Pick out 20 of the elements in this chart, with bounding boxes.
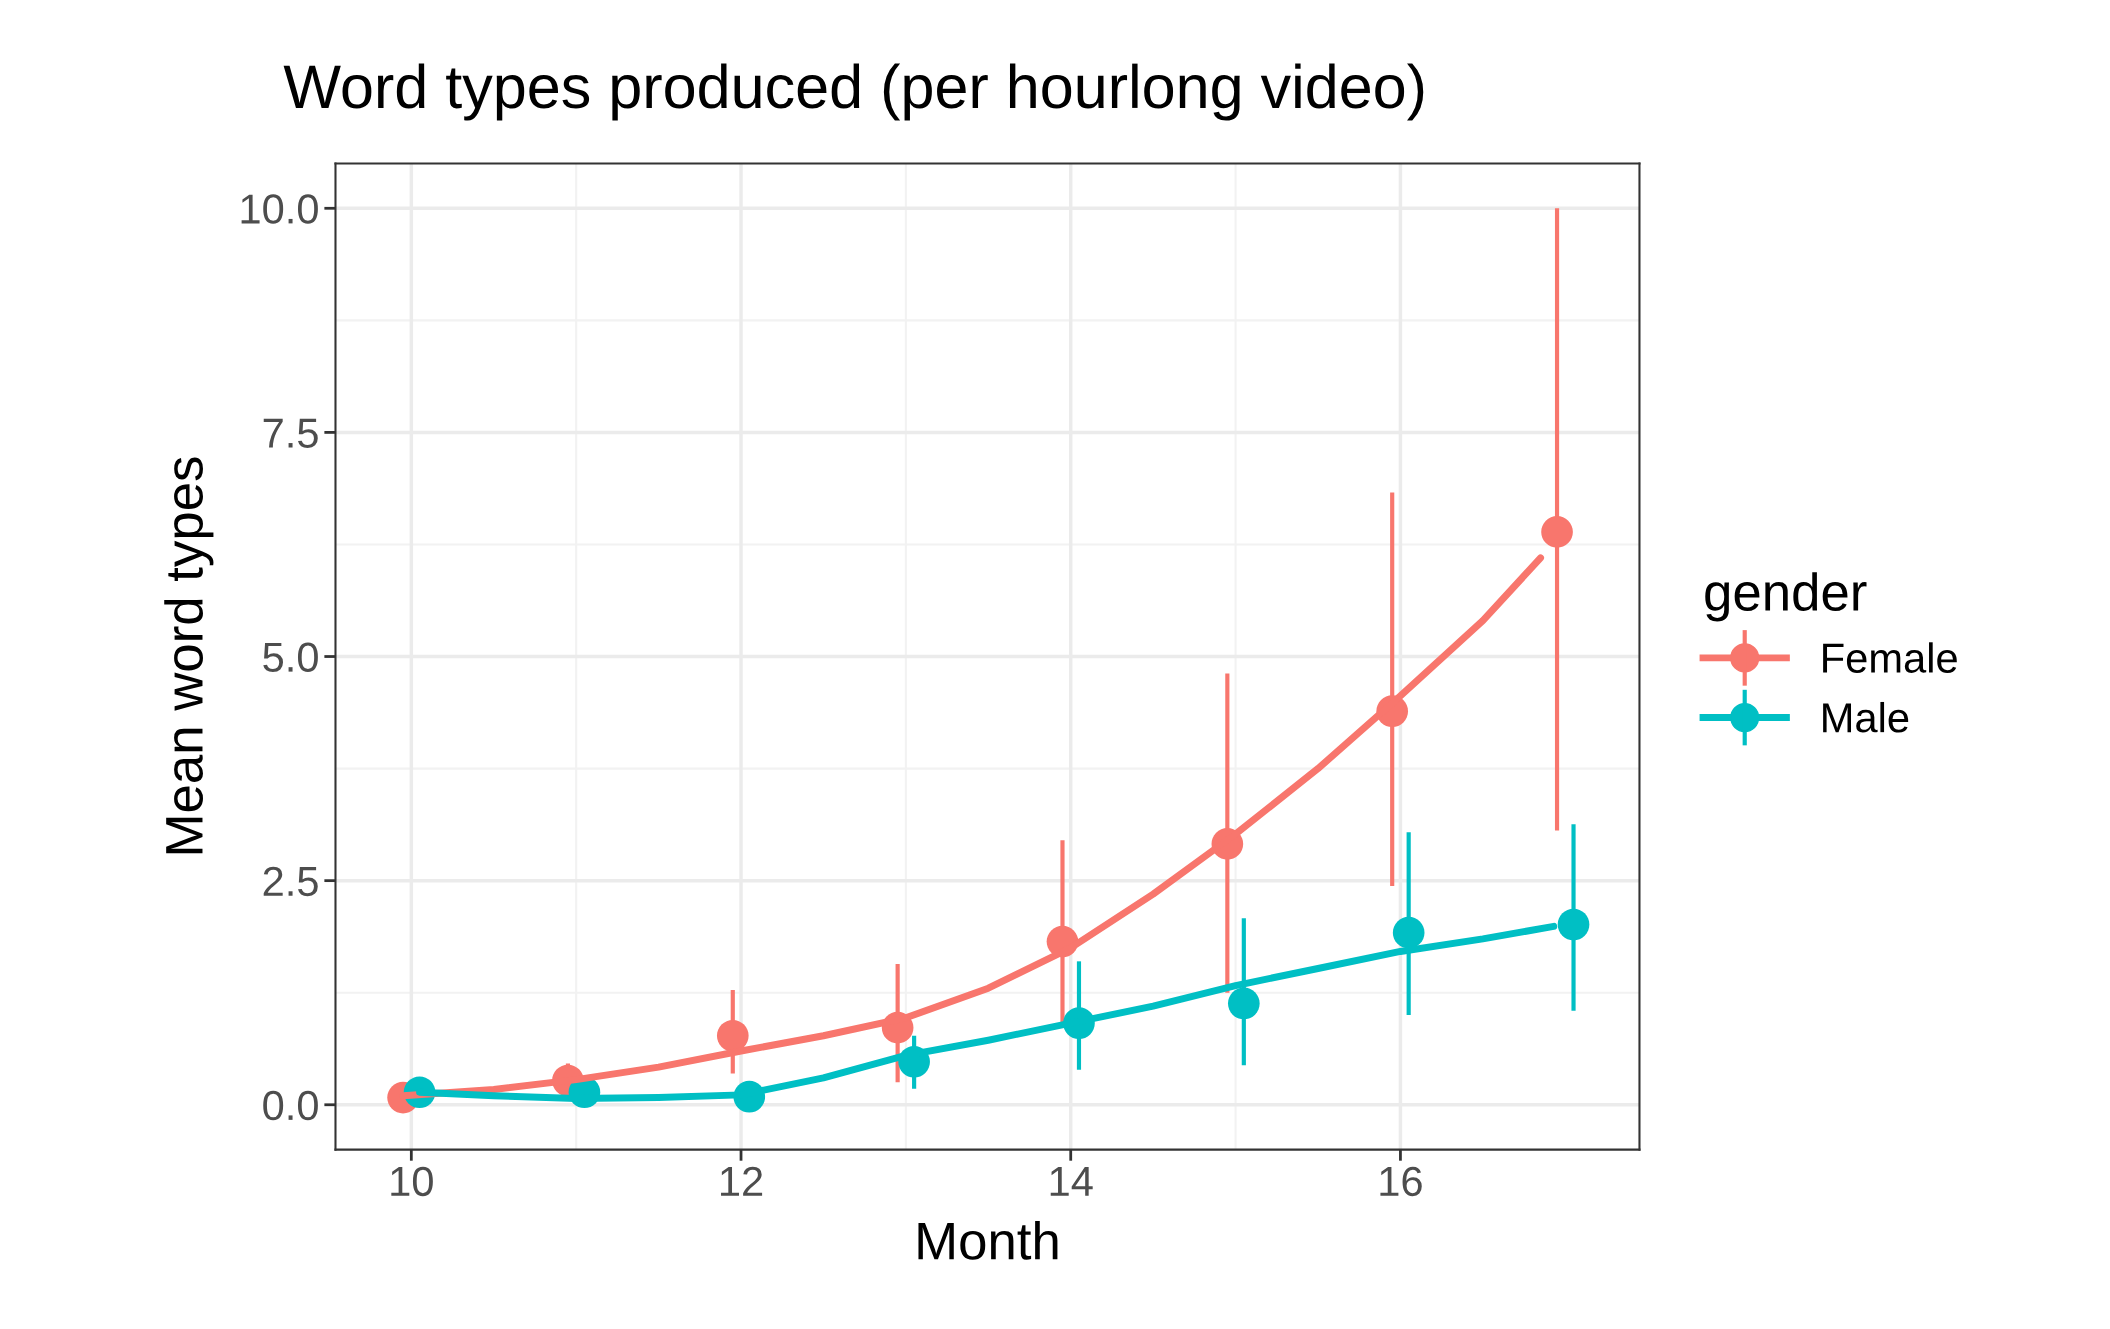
x-tick-label: 14 <box>1050 1167 1093 1196</box>
point <box>1541 516 1573 548</box>
point <box>1392 916 1425 949</box>
y-tick-label: 7.5 <box>263 418 318 448</box>
y-tick-label: 0.0 <box>263 1090 318 1121</box>
y-tick-label: 10.0 <box>241 194 318 224</box>
x-tick-label: 12 <box>721 1166 763 1196</box>
point <box>1227 987 1260 1020</box>
x-tick-label: 10 <box>391 1166 433 1197</box>
legend-title: gender <box>1705 572 1867 622</box>
chart-title: Word types produced (per hourlong video) <box>283 63 1424 121</box>
x-axis-title: Month <box>918 1221 1058 1260</box>
y-tick-label: 5.0 <box>263 642 318 673</box>
x-tick-label: 16 <box>1380 1166 1422 1197</box>
legend-label: Male <box>1823 701 1909 733</box>
legend-label: Female <box>1823 642 1957 673</box>
point <box>1557 908 1590 941</box>
y-tick-label: 2.5 <box>263 866 318 897</box>
y-axis-title: Mean word types <box>164 457 214 854</box>
point <box>716 1019 749 1052</box>
